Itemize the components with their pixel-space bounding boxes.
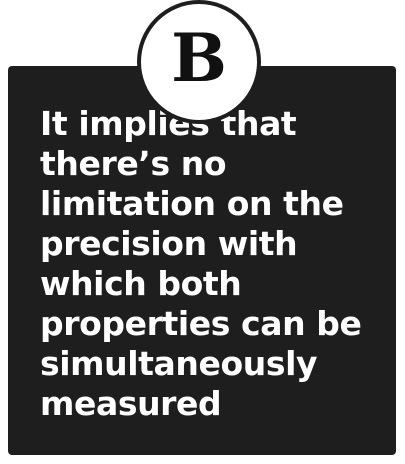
answer-option-text: It implies that there’s no limitation on… xyxy=(40,104,362,423)
option-letter: B xyxy=(171,19,227,97)
answer-option-card[interactable]: It implies that there’s no limitation on… xyxy=(8,66,396,455)
option-letter-badge: B xyxy=(137,0,261,124)
